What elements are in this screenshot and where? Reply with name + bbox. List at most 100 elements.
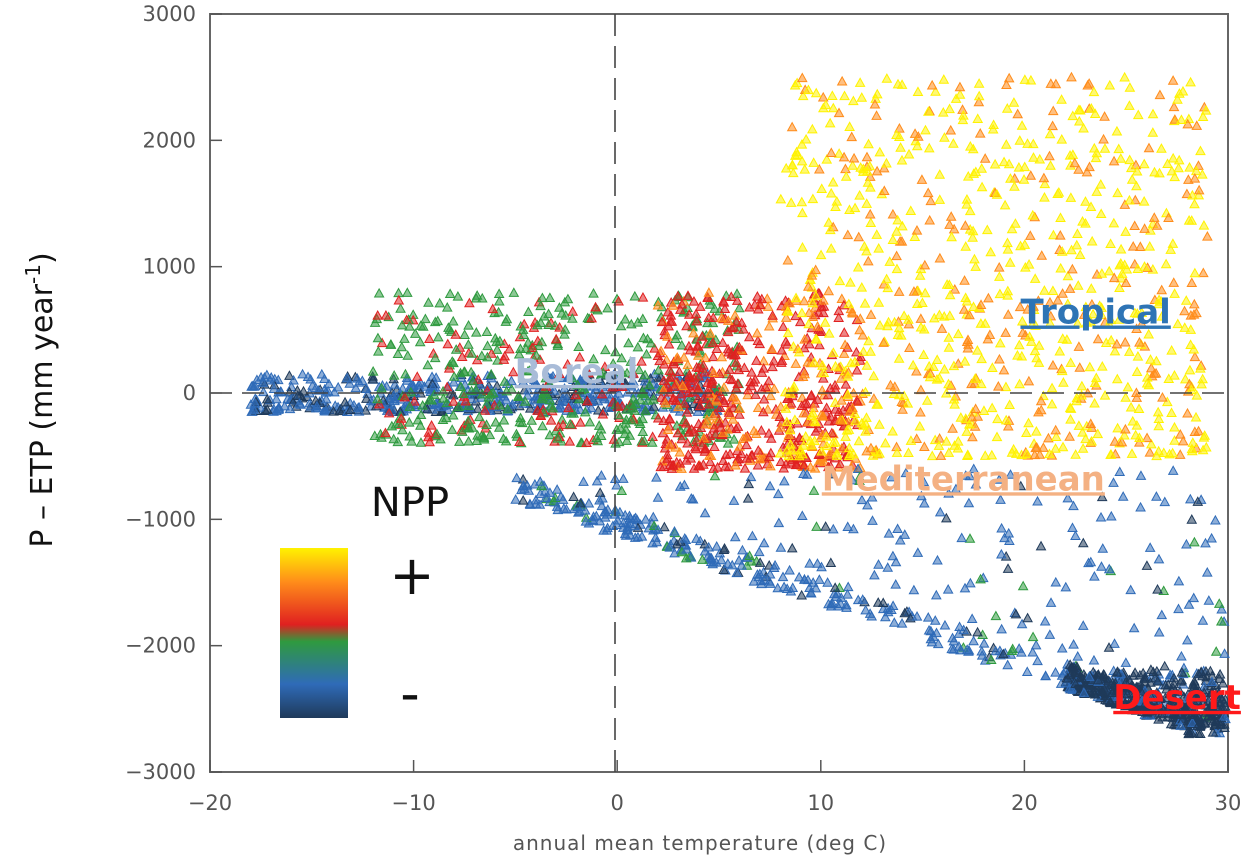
data-point xyxy=(707,410,719,421)
data-point xyxy=(1076,672,1088,683)
data-point xyxy=(976,163,988,173)
data-point xyxy=(1131,392,1143,402)
data-point xyxy=(1074,104,1086,115)
legend-high-label: + xyxy=(389,544,434,607)
data-point xyxy=(596,388,608,399)
data-point xyxy=(1087,308,1099,319)
data-point xyxy=(373,398,385,409)
data-point xyxy=(1147,108,1159,119)
data-point xyxy=(864,608,876,618)
data-point xyxy=(1081,166,1093,177)
data-point xyxy=(805,461,816,472)
data-point xyxy=(709,441,720,452)
data-point xyxy=(909,231,921,242)
data-point xyxy=(535,317,547,328)
data-point xyxy=(616,485,628,496)
data-point xyxy=(1206,532,1217,543)
data-point xyxy=(1152,675,1163,686)
data-point xyxy=(637,292,649,302)
data-point xyxy=(952,328,964,339)
data-point xyxy=(1166,407,1177,418)
data-point xyxy=(1120,392,1131,402)
data-point xyxy=(874,319,886,330)
data-point xyxy=(922,612,934,622)
data-point xyxy=(845,277,856,287)
data-point xyxy=(826,427,838,438)
data-point xyxy=(978,638,990,648)
data-point xyxy=(538,310,550,321)
data-point xyxy=(684,369,695,380)
data-point xyxy=(821,402,833,412)
data-point xyxy=(1179,305,1190,316)
data-point xyxy=(1099,111,1110,121)
data-point xyxy=(1064,283,1076,293)
data-point xyxy=(1131,180,1142,191)
data-point xyxy=(1006,223,1018,234)
data-point xyxy=(510,494,521,504)
data-point xyxy=(774,411,786,422)
data-point xyxy=(1092,674,1104,685)
data-point xyxy=(918,476,930,487)
data-point xyxy=(963,418,975,429)
data-point xyxy=(998,364,1010,375)
data-point xyxy=(544,429,556,440)
data-point xyxy=(827,102,839,113)
data-point xyxy=(1169,421,1180,432)
data-point xyxy=(751,355,762,365)
data-point xyxy=(968,301,979,312)
data-point xyxy=(1191,307,1202,318)
data-point xyxy=(933,440,945,450)
data-point xyxy=(778,475,790,486)
data-point xyxy=(453,401,465,412)
data-point xyxy=(625,356,637,366)
data-point xyxy=(663,338,675,349)
data-point xyxy=(411,371,423,381)
data-point xyxy=(638,435,650,446)
data-point xyxy=(536,336,548,347)
data-point xyxy=(970,261,982,271)
data-point xyxy=(801,398,813,409)
data-point xyxy=(432,331,444,342)
data-point xyxy=(754,557,766,567)
data-point xyxy=(830,360,841,371)
data-point xyxy=(1128,670,1139,680)
data-point xyxy=(918,497,930,508)
data-point xyxy=(1168,277,1180,287)
data-point xyxy=(1172,318,1184,329)
data-point xyxy=(632,531,644,542)
data-point xyxy=(797,90,809,101)
data-point xyxy=(1202,231,1213,241)
data-point xyxy=(823,285,835,296)
data-point xyxy=(724,364,735,374)
data-point xyxy=(1004,257,1016,267)
data-point xyxy=(563,402,574,413)
data-point xyxy=(719,543,730,553)
data-point xyxy=(1111,667,1123,677)
data-point xyxy=(1054,345,1066,356)
data-point xyxy=(1056,365,1068,376)
data-point xyxy=(1111,125,1123,136)
data-point xyxy=(380,427,391,438)
data-point xyxy=(1091,186,1103,196)
data-point xyxy=(1096,309,1107,319)
data-point xyxy=(632,316,644,327)
data-point xyxy=(1012,108,1024,119)
region-labels: Boreal Tropical Mediterranean Desert xyxy=(515,293,1241,718)
data-point xyxy=(825,446,837,456)
data-point xyxy=(968,635,979,646)
data-point xyxy=(1001,79,1012,90)
data-point xyxy=(402,350,414,360)
data-point xyxy=(405,386,417,397)
data-point xyxy=(858,346,869,356)
data-point xyxy=(944,103,955,114)
data-point xyxy=(427,381,439,392)
data-point xyxy=(1031,442,1043,452)
data-point xyxy=(1141,432,1153,443)
data-point xyxy=(1072,280,1084,290)
data-point xyxy=(262,404,273,414)
data-point xyxy=(796,307,808,318)
data-point xyxy=(1085,418,1097,428)
data-point xyxy=(353,376,365,387)
data-point xyxy=(412,414,424,425)
data-point xyxy=(674,458,686,468)
